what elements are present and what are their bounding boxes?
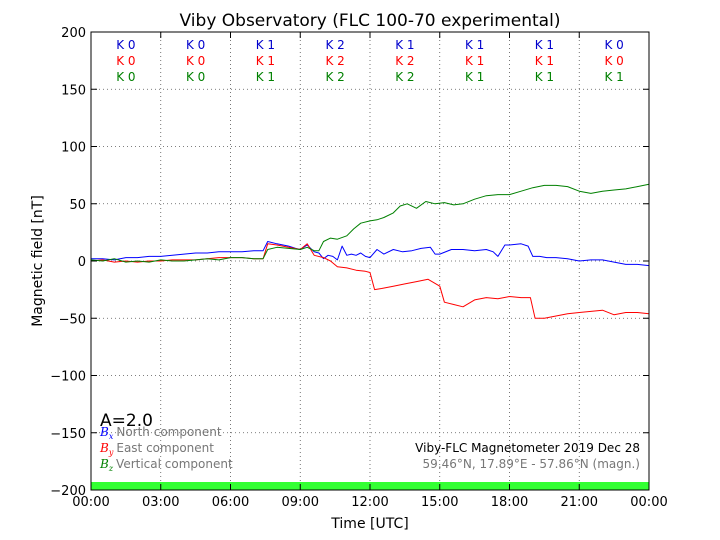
k-index-label: K 0 <box>186 54 205 68</box>
a-index-label: A=2.0 <box>100 411 153 431</box>
x-axis: 00:00 03:00 06:00 09:00 12:00 15:00 18:00 21:00… <box>72 32 668 510</box>
k-index-label: K 1 <box>535 54 554 68</box>
y-axis: −200 −150 −100 −50 0 50 100 150 200 <box>50 26 649 499</box>
y-tick-label: −200 <box>50 484 86 499</box>
y-tick-label: −150 <box>50 427 86 442</box>
k-index-label: K 1 <box>604 70 623 84</box>
y-tick-label: 0 <box>78 255 86 270</box>
x-tick-label: 21:00 <box>561 495 598 510</box>
k-index-label: K 0 <box>186 38 205 52</box>
legend-entry: By East component <box>99 441 214 457</box>
x-axis-label: Time [UTC] <box>330 516 408 532</box>
legend-subscript: x <box>109 432 114 441</box>
k-index-label: K 0 <box>116 54 135 68</box>
legend-entry: Bz Vertical component <box>99 457 233 473</box>
legend-text: North component <box>116 425 222 439</box>
y-tick-label: 150 <box>61 83 86 98</box>
series-line-north <box>91 241 650 267</box>
series-group <box>90 183 650 319</box>
chart-title: Viby Observatory (FLC 100-70 experimenta… <box>180 11 561 31</box>
legend-subscript: z <box>108 464 114 473</box>
x-tick-label: 18:00 <box>491 495 528 510</box>
k-index-label: K 1 <box>465 38 484 52</box>
y-tick-label: 200 <box>61 26 86 41</box>
k-index-group: K 0 K 0 K 1 K 2 K 1 K 1 K 1 K 0 K 0 K 0 K 1 K 2 K 2 K… <box>116 38 624 84</box>
x-tick-label: 03:00 <box>142 495 179 510</box>
x-tick-label: 00:00 <box>630 495 667 510</box>
legend-text: East component <box>116 441 214 455</box>
legend-symbol: B <box>99 425 109 439</box>
y-axis-label: Magnetic field [nT] <box>30 195 46 327</box>
legend-symbol: B <box>99 441 109 455</box>
k-index-label: K 0 <box>604 38 623 52</box>
x-tick-label: 15:00 <box>421 495 458 510</box>
k-index-label: K 0 <box>604 54 623 68</box>
k-index-label: K 1 <box>465 54 484 68</box>
y-tick-label: −50 <box>59 312 86 327</box>
k-index-label: K 2 <box>325 54 344 68</box>
legend-entry: Bx North component <box>99 425 222 441</box>
x-tick-label: 06:00 <box>212 495 249 510</box>
series-line-vertical <box>90 183 650 263</box>
y-tick-label: −100 <box>50 370 86 385</box>
legend-subscript: y <box>108 448 114 457</box>
k-index-label: K 0 <box>186 70 205 84</box>
x-tick-label: 09:00 <box>282 495 319 510</box>
k-index-label: K 1 <box>395 38 414 52</box>
k-index-label: K 2 <box>325 38 344 52</box>
k-index-label: K 2 <box>395 54 414 68</box>
x-tick-label: 12:00 <box>351 495 388 510</box>
k-index-label: K 0 <box>116 70 135 84</box>
k-index-label: K 1 <box>256 70 275 84</box>
k-index-label: K 0 <box>116 38 135 52</box>
info-line-magnetometer: Viby-FLC Magnetometer 2019 Dec 28 <box>415 441 640 455</box>
info-line-coordinates: 59.46°N, 17.89°E - 57.86°N (magn.) <box>423 457 640 471</box>
k-index-label: K 1 <box>256 38 275 52</box>
legend-symbol: B <box>99 457 109 471</box>
k-index-label: K 1 <box>465 70 484 84</box>
y-tick-label: 50 <box>69 198 86 213</box>
k-index-label: K 2 <box>325 70 344 84</box>
x-tick-label: 00:00 <box>72 495 109 510</box>
k-index-label: K 1 <box>535 38 554 52</box>
k-index-label: K 1 <box>256 54 275 68</box>
y-tick-label: 100 <box>61 141 86 156</box>
k-index-label: K 1 <box>535 70 554 84</box>
legend-text: Vertical component <box>116 457 233 471</box>
k-index-label: K 2 <box>395 70 414 84</box>
